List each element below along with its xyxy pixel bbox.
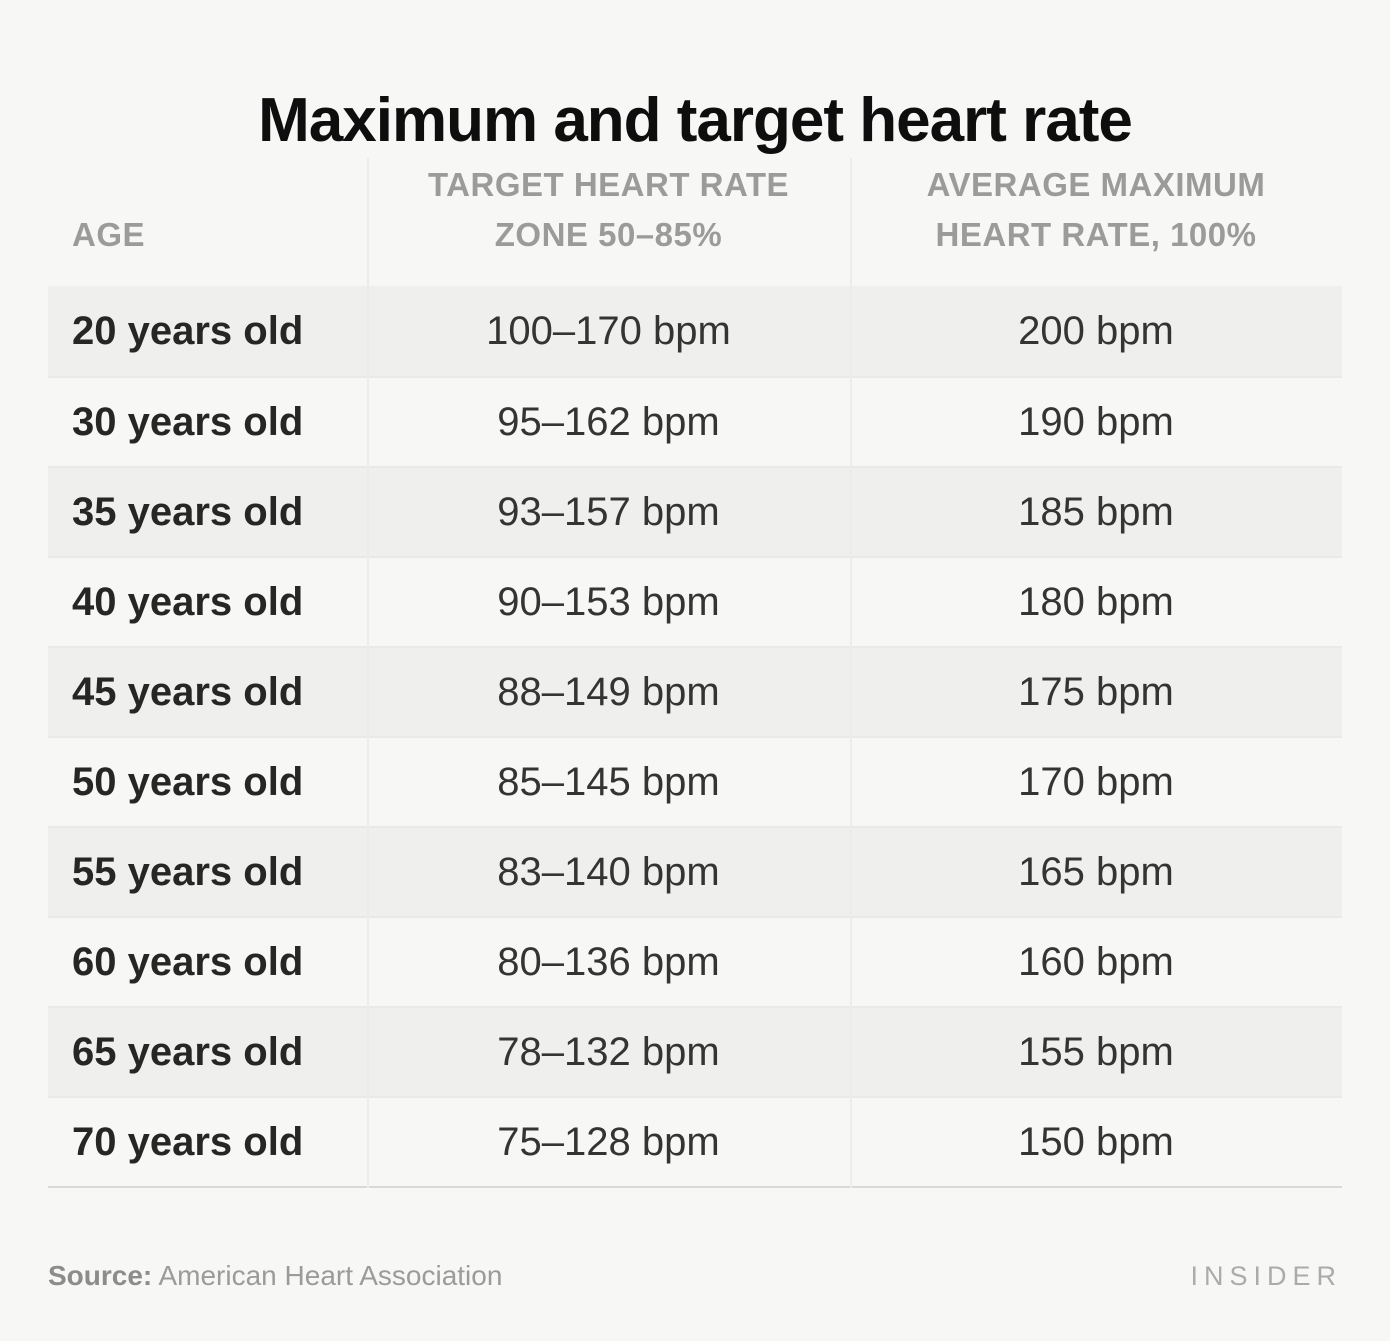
table-row: 20 years old 100–170 bpm 200 bpm bbox=[48, 286, 1342, 376]
target-heart-rate-cell: 93–157 bpm bbox=[497, 489, 720, 534]
max-heart-rate-cell: 180 bpm bbox=[1018, 579, 1174, 624]
column-divider bbox=[850, 158, 852, 1188]
source-text: American Heart Association bbox=[158, 1260, 503, 1291]
max-heart-rate-cell: 150 bpm bbox=[1018, 1119, 1174, 1164]
age-cell: 55 years old bbox=[72, 849, 304, 894]
table-row: 70 years old 75–128 bpm 150 bpm bbox=[48, 1096, 1342, 1186]
header-target-line-1: TARGET HEART RATE bbox=[427, 166, 790, 203]
table-row: 35 years old 93–157 bpm 185 bpm bbox=[48, 466, 1342, 556]
age-cell: 35 years old bbox=[72, 489, 304, 534]
max-heart-rate-cell: 165 bpm bbox=[1018, 849, 1174, 894]
max-heart-rate-cell: 160 bpm bbox=[1018, 939, 1174, 984]
age-cell: 45 years old bbox=[72, 669, 304, 714]
header-target-heart-rate: TARGET HEART RATE ZONE 50–85% bbox=[367, 160, 850, 286]
max-heart-rate-cell: 170 bpm bbox=[1018, 759, 1174, 804]
target-heart-rate-cell: 78–132 bpm bbox=[497, 1029, 720, 1074]
table-body: 20 years old 100–170 bpm 200 bpm 30 year… bbox=[48, 286, 1342, 1188]
insider-logo: INSIDER bbox=[1190, 1260, 1342, 1291]
table-row: 45 years old 88–149 bpm 175 bpm bbox=[48, 646, 1342, 736]
table-row: 60 years old 80–136 bpm 160 bpm bbox=[48, 916, 1342, 1006]
target-heart-rate-cell: 88–149 bpm bbox=[497, 669, 720, 714]
source-line: Source: American Heart Association bbox=[48, 1260, 502, 1292]
column-divider bbox=[367, 158, 369, 1188]
table-row: 55 years old 83–140 bpm 165 bpm bbox=[48, 826, 1342, 916]
age-cell: 40 years old bbox=[72, 579, 304, 624]
age-cell: 60 years old bbox=[72, 939, 304, 984]
footer: Source: American Heart Association INSID… bbox=[48, 1248, 1342, 1304]
age-cell: 70 years old bbox=[72, 1119, 304, 1164]
target-heart-rate-cell: 90–153 bpm bbox=[497, 579, 720, 624]
target-heart-rate-cell: 75–128 bpm bbox=[497, 1119, 720, 1164]
max-heart-rate-cell: 175 bpm bbox=[1018, 669, 1174, 714]
header-max-line-1: AVERAGE MAXIMUM bbox=[926, 166, 1266, 203]
age-cell: 50 years old bbox=[72, 759, 304, 804]
table-row: 30 years old 95–162 bpm 190 bpm bbox=[48, 376, 1342, 466]
max-heart-rate-cell: 200 bpm bbox=[1018, 308, 1174, 353]
table-header-row: AGE TARGET HEART RATE ZONE 50–85% AVERAG… bbox=[48, 158, 1342, 286]
table-row: 65 years old 78–132 bpm 155 bpm bbox=[48, 1006, 1342, 1096]
header-age: AGE bbox=[72, 216, 146, 253]
target-heart-rate-cell: 83–140 bpm bbox=[497, 849, 720, 894]
table-row: 40 years old 90–153 bpm 180 bpm bbox=[48, 556, 1342, 646]
heart-rate-table: AGE TARGET HEART RATE ZONE 50–85% AVERAG… bbox=[48, 158, 1342, 1188]
max-heart-rate-cell: 185 bpm bbox=[1018, 489, 1174, 534]
age-cell: 30 years old bbox=[72, 399, 304, 444]
target-heart-rate-cell: 80–136 bpm bbox=[497, 939, 720, 984]
header-max-line-2: HEART RATE, 100% bbox=[935, 216, 1257, 253]
table-row: 50 years old 85–145 bpm 170 bpm bbox=[48, 736, 1342, 826]
age-cell: 65 years old bbox=[72, 1029, 304, 1074]
header-target-line-2: ZONE 50–85% bbox=[494, 216, 723, 253]
age-cell: 20 years old bbox=[72, 308, 304, 353]
header-average-maximum: AVERAGE MAXIMUM HEART RATE, 100% bbox=[850, 160, 1342, 286]
chart-title: Maximum and target heart rate bbox=[258, 85, 1133, 155]
max-heart-rate-cell: 190 bpm bbox=[1018, 399, 1174, 444]
max-heart-rate-cell: 155 bpm bbox=[1018, 1029, 1174, 1074]
target-heart-rate-cell: 85–145 bpm bbox=[497, 759, 720, 804]
target-heart-rate-cell: 100–170 bpm bbox=[486, 308, 731, 353]
source-label: Source: bbox=[48, 1260, 153, 1291]
target-heart-rate-cell: 95–162 bpm bbox=[497, 399, 720, 444]
